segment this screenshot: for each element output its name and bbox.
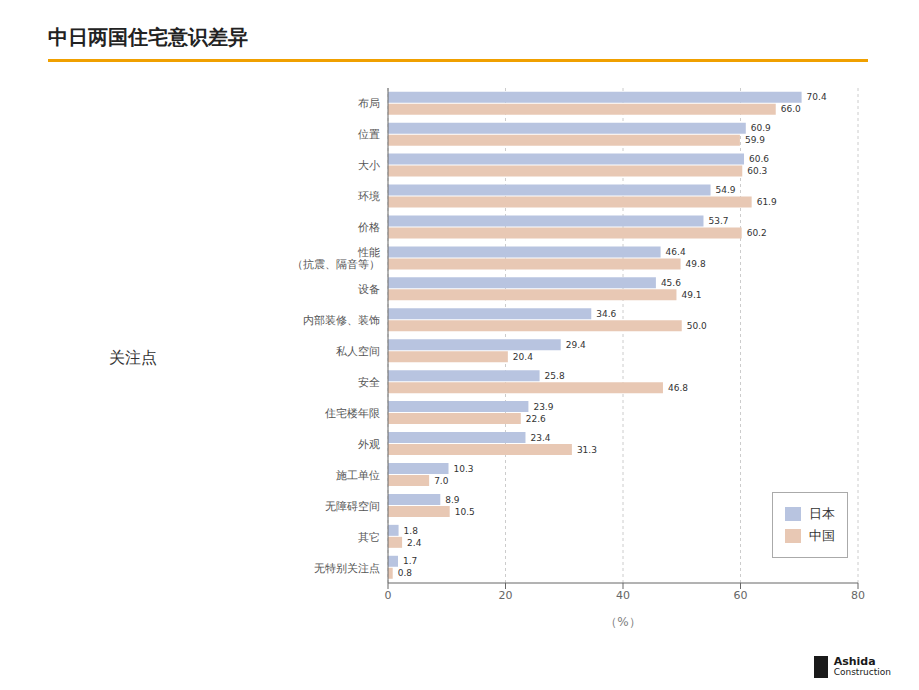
svg-text:53.7: 53.7 xyxy=(708,216,728,226)
svg-text:其它: 其它 xyxy=(358,530,380,543)
svg-text:29.4: 29.4 xyxy=(566,340,586,350)
svg-text:49.8: 49.8 xyxy=(686,259,706,269)
svg-text:住宅楼年限: 住宅楼年限 xyxy=(325,406,380,419)
html-text:关注点: 关注点 xyxy=(109,347,157,367)
svg-text:性能（抗震、隔音等）: 性能（抗震、隔音等） xyxy=(292,246,380,271)
svg-text:无特别关注点: 无特别关注点 xyxy=(314,561,380,574)
svg-text:安全: 安全 xyxy=(358,375,380,388)
svg-text:22.6: 22.6 xyxy=(526,414,546,424)
svg-text:布局: 布局 xyxy=(358,97,380,110)
svg-text:46.4: 46.4 xyxy=(666,247,686,257)
html-text:Construction: Construction xyxy=(833,667,891,678)
svg-text:设备: 设备 xyxy=(358,283,380,296)
html-text:中日两国住宅意识差异: 中日两国住宅意识差异 xyxy=(48,25,248,49)
svg-text:2.4: 2.4 xyxy=(407,538,422,548)
svg-text:66.0: 66.0 xyxy=(781,104,801,114)
html-text:日本: 日本 xyxy=(809,506,835,521)
svg-text:8.9: 8.9 xyxy=(445,495,460,505)
svg-text:施工单位: 施工单位 xyxy=(336,468,380,481)
svg-text:外观: 外观 xyxy=(358,437,380,450)
svg-text:80: 80 xyxy=(851,589,865,602)
svg-text:1.7: 1.7 xyxy=(403,556,417,566)
svg-text:45.6: 45.6 xyxy=(661,278,681,288)
svg-text:0.8: 0.8 xyxy=(398,568,413,578)
svg-text:60.6: 60.6 xyxy=(749,154,769,164)
svg-text:31.3: 31.3 xyxy=(577,445,597,455)
html-text:Ashida: Ashida xyxy=(833,655,876,668)
html-text:中国: 中国 xyxy=(809,528,835,543)
svg-text:60: 60 xyxy=(734,589,748,602)
svg-text:1.8: 1.8 xyxy=(404,526,419,536)
svg-text:60.3: 60.3 xyxy=(747,166,767,176)
svg-text:大小: 大小 xyxy=(358,159,380,172)
svg-text:环境: 环境 xyxy=(358,190,380,203)
svg-text:价格: 价格 xyxy=(357,221,380,234)
svg-text:61.9: 61.9 xyxy=(757,197,777,207)
svg-text:位置: 位置 xyxy=(358,128,380,141)
svg-text:60.2: 60.2 xyxy=(747,228,767,238)
svg-text:10.5: 10.5 xyxy=(455,507,475,517)
svg-text:46.8: 46.8 xyxy=(668,383,688,393)
svg-text:25.8: 25.8 xyxy=(545,371,565,381)
svg-text:34.6: 34.6 xyxy=(596,309,616,319)
svg-text:私人空间: 私人空间 xyxy=(336,344,380,357)
svg-text:20: 20 xyxy=(499,589,513,602)
svg-text:内部装修、装饰: 内部装修、装饰 xyxy=(303,314,380,327)
svg-text:23.9: 23.9 xyxy=(533,402,553,412)
svg-text:54.9: 54.9 xyxy=(716,185,736,195)
svg-text:7.0: 7.0 xyxy=(434,476,449,486)
svg-text:（%）: （%） xyxy=(605,615,640,629)
svg-text:50.0: 50.0 xyxy=(687,321,707,331)
svg-text:59.9: 59.9 xyxy=(745,135,765,145)
svg-text:40: 40 xyxy=(616,589,630,602)
svg-text:0: 0 xyxy=(385,589,392,602)
svg-text:23.4: 23.4 xyxy=(530,433,550,443)
svg-text:无障碍空间: 无障碍空间 xyxy=(325,499,380,512)
svg-text:10.3: 10.3 xyxy=(454,464,474,474)
svg-text:70.4: 70.4 xyxy=(807,92,827,102)
svg-text:49.1: 49.1 xyxy=(681,290,701,300)
svg-text:60.9: 60.9 xyxy=(751,123,771,133)
svg-text:20.4: 20.4 xyxy=(513,352,533,362)
